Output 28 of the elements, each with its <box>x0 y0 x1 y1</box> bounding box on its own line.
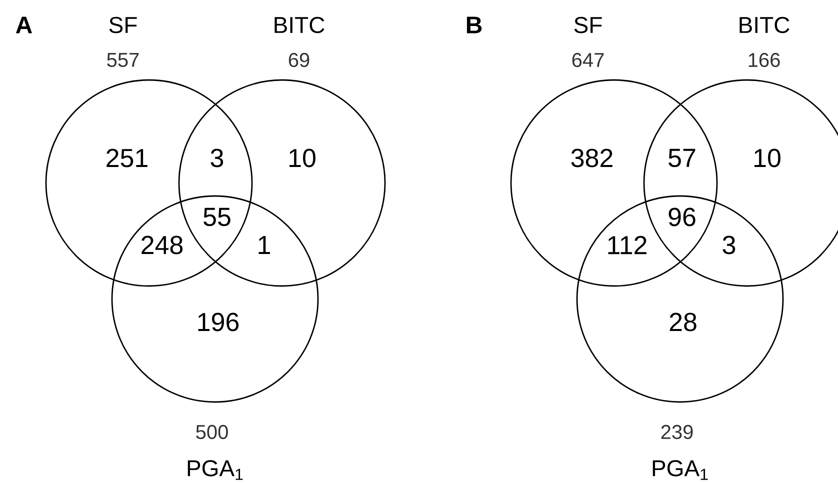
data-label: 647 <box>572 52 604 68</box>
text: 1 <box>258 236 270 254</box>
text: B <box>466 16 482 34</box>
text: 55 <box>204 208 230 226</box>
text: 112 <box>608 236 646 254</box>
data-label: 557 <box>107 53 139 67</box>
data-label: 69 <box>288 52 310 68</box>
text: 57 <box>668 148 696 168</box>
category-label: BITC <box>740 16 790 34</box>
text: 3 <box>210 148 224 168</box>
category-label: PGA$_{1}$ <box>188 460 243 480</box>
category-label: SF <box>109 16 137 34</box>
data-label: 239 <box>661 424 693 440</box>
category-label: PGA$_{1}$ <box>652 460 708 480</box>
text: 196 <box>198 312 239 332</box>
text: 10 <box>754 148 780 168</box>
text: 28 <box>670 312 696 332</box>
text: 3 <box>722 236 736 254</box>
text: 10 <box>290 148 316 168</box>
data-label: 500 <box>196 424 228 440</box>
data-label: 166 <box>748 52 780 68</box>
text: 382 <box>571 148 612 168</box>
text: 248 <box>142 236 183 254</box>
text: A <box>16 16 32 34</box>
text: 96 <box>668 208 696 226</box>
text: 251 <box>106 148 148 168</box>
category-label: BITC <box>274 16 324 34</box>
category-label: SF <box>574 16 602 34</box>
